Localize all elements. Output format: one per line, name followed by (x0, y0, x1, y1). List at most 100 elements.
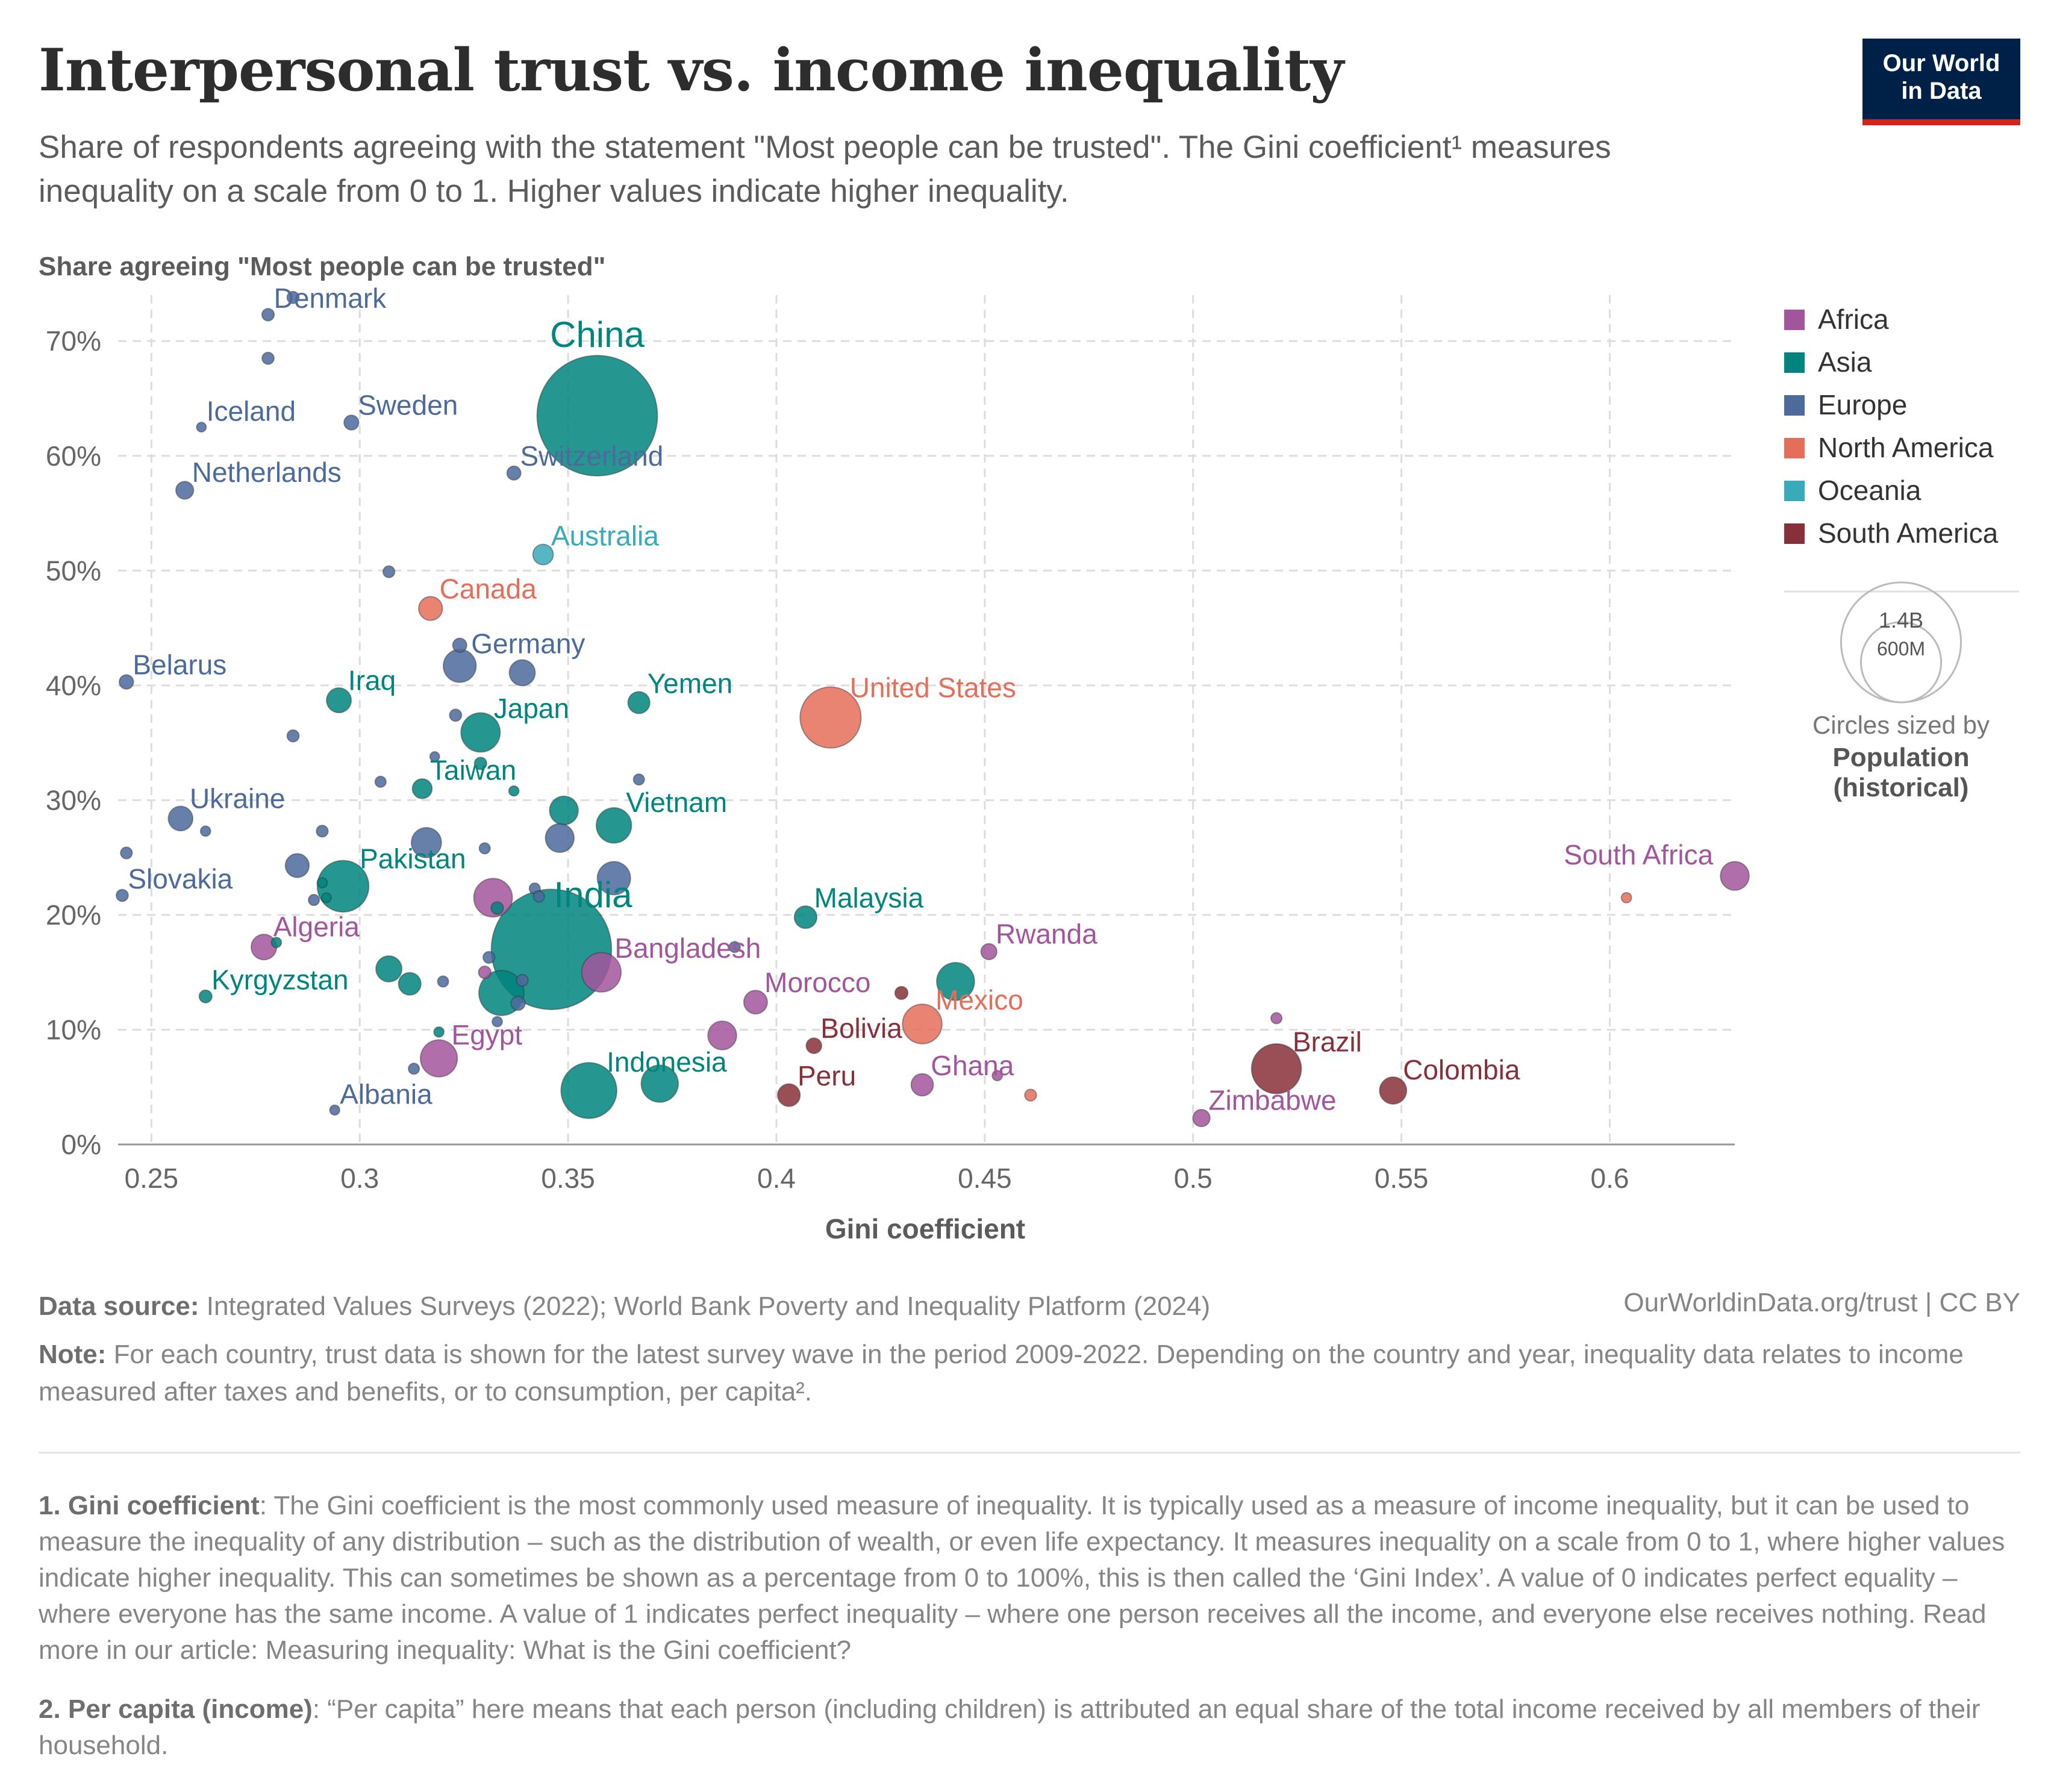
x-tick-label: 0.25 (125, 1163, 179, 1194)
point-label: Denmark (274, 283, 387, 314)
data-point (120, 846, 133, 860)
data-point (560, 1062, 617, 1119)
data-point (799, 686, 862, 749)
data-point (382, 565, 396, 578)
note: Note: For each country, trust data is sh… (39, 1336, 2020, 1411)
data-point (707, 1020, 737, 1051)
data-point (581, 952, 622, 993)
data-point (411, 778, 433, 799)
chart-title: Interpersonal trust vs. income inequalit… (39, 36, 1344, 104)
data-point (510, 995, 526, 1011)
data-point (326, 687, 352, 714)
size-legend-large-label: 1.4B (1879, 608, 1923, 632)
data-point (596, 861, 631, 896)
x-axis-label: Gini coefficient (825, 1213, 1025, 1244)
data-point (793, 905, 818, 929)
legend-swatch (1784, 523, 1805, 544)
point-label: Switzerland (520, 440, 664, 472)
data-point (777, 1083, 801, 1107)
data-point (418, 596, 443, 621)
data-point (743, 990, 768, 1015)
data-point (316, 825, 329, 838)
source-url-link[interactable]: OurWorldinData.org/trust | CC BY (1623, 1288, 2020, 1317)
data-point (936, 962, 975, 1001)
data-point (1720, 861, 1750, 891)
data-point (343, 414, 360, 431)
point-label: Taiwan (430, 754, 516, 785)
y-tick-label: 60% (46, 440, 101, 472)
data-point (902, 1004, 943, 1044)
data-point (490, 901, 504, 915)
data-point (532, 543, 554, 566)
footer-divider (39, 1452, 2020, 1453)
footnote-gini-text: : The Gini coefficient is the most commo… (39, 1491, 2005, 1665)
data-point (375, 955, 403, 982)
size-legend-caption: Circles sized by (1812, 711, 1990, 739)
data-point (270, 937, 283, 949)
data-points (115, 290, 1750, 1128)
data-point (632, 773, 645, 786)
y-tick-label: 70% (46, 325, 101, 357)
point-label: Ukraine (190, 783, 286, 814)
point-label: India (554, 875, 632, 915)
note-label: Note: (39, 1340, 107, 1369)
x-tick-label: 0.45 (958, 1163, 1012, 1194)
data-point (286, 290, 300, 304)
logo-line-1: Our World (1882, 50, 2000, 76)
source-label: Data source: (39, 1291, 199, 1321)
point-label: Pakistan (360, 843, 466, 875)
y-tick-label: 10% (46, 1014, 101, 1045)
y-tick-label: 20% (46, 899, 101, 931)
point-label: Belarus (133, 649, 226, 681)
data-point (198, 989, 213, 1004)
point-label: Albania (340, 1078, 432, 1110)
point-label: Australia (551, 520, 659, 551)
data-point (316, 877, 328, 888)
legend-label: Oceania (1818, 475, 1922, 506)
point-labels: Denmark Iceland Sweden Netherlands China Swit… (128, 283, 1713, 1116)
data-point (536, 355, 658, 477)
data-point (398, 972, 422, 996)
owid-logo[interactable]: Our World in Data (1862, 39, 2020, 125)
gridlines (118, 295, 1735, 1144)
data-point (460, 712, 501, 753)
y-tick-label: 30% (46, 784, 101, 816)
point-label: Egypt (452, 1019, 523, 1051)
legend-swatch (1784, 481, 1805, 501)
footnote-gini: 1. Gini coefficient: The Gini coefficien… (39, 1488, 2020, 1669)
point-label: Germany (471, 628, 585, 659)
data-point (492, 1016, 503, 1028)
point-label: Ghana (931, 1050, 1014, 1081)
legend-label: Europe (1818, 389, 1907, 420)
point-label: Zimbabwe (1208, 1084, 1336, 1116)
footnote-per-capita-text: : “Per capita” here means that each pers… (39, 1694, 1981, 1760)
point-label: Mexico (935, 984, 1023, 1016)
data-point (167, 805, 194, 832)
scatter-chart: 0%10%20%30%40%50%60%70% 0.25 0.3 0.35 0.4 0.… (46, 283, 2019, 1244)
point-label: Malaysia (814, 882, 924, 913)
point-label: Peru (798, 1060, 856, 1091)
data-point (374, 775, 387, 788)
x-tick-labels: 0.25 0.3 0.35 0.4 0.45 0.5 0.55 0.6 (125, 1163, 1629, 1194)
legend: Africa Asia Europe North America Oceania Sout… (1784, 304, 2019, 593)
x-tick-label: 0.35 (541, 1163, 595, 1194)
data-point (261, 351, 275, 365)
data-point (1250, 1043, 1302, 1094)
x-tick-label: 0.4 (757, 1163, 796, 1194)
data-point (478, 842, 491, 855)
data-point (115, 888, 129, 902)
logo-line-2: in Data (1901, 78, 1982, 104)
point-label: Netherlands (192, 457, 342, 488)
data-point (329, 1104, 340, 1116)
size-legend: 1.4B 600M Circles sized by Population(histo… (1812, 581, 1990, 802)
point-label: Iceland (207, 396, 296, 427)
data-point (980, 943, 997, 961)
data-point (410, 826, 442, 858)
data-source: Data source: Integrated Values Surveys (… (39, 1288, 2020, 1325)
point-label: Morocco (764, 967, 870, 998)
data-point (1270, 1012, 1283, 1025)
chart-subtitle: Share of respondents agreeing with the s… (39, 130, 1611, 209)
size-legend-variable: Population (1832, 743, 1969, 772)
point-label: Yemen (648, 667, 733, 699)
point-label: Colombia (1403, 1054, 1520, 1085)
